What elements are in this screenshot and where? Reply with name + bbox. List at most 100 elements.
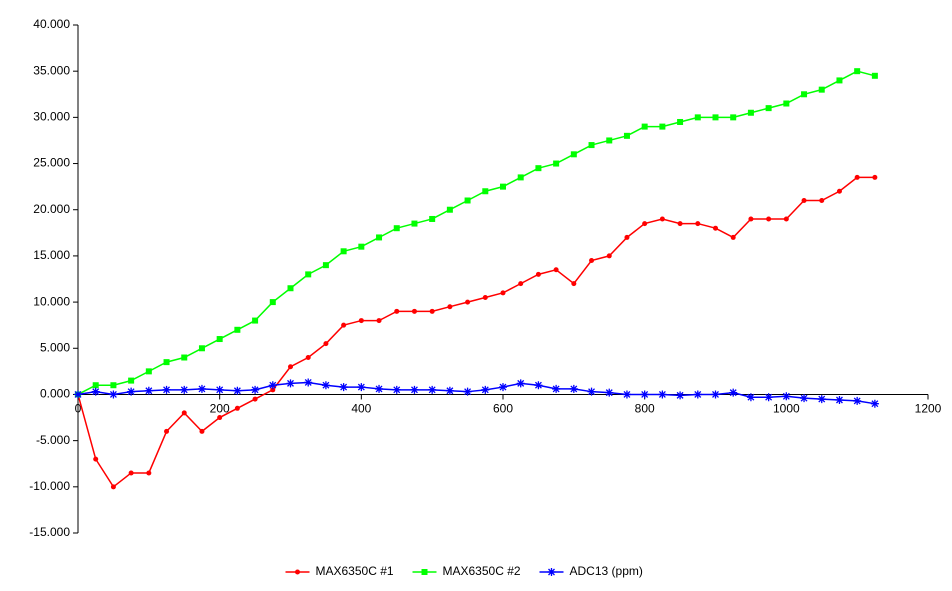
marker	[854, 174, 860, 180]
x-tick-label: 400	[351, 402, 371, 416]
x-tick-label: 0	[75, 402, 82, 416]
marker	[534, 381, 543, 390]
legend-item: ADC13 (ppm)	[539, 564, 643, 578]
marker	[463, 387, 472, 396]
marker	[464, 197, 471, 204]
marker	[394, 308, 400, 314]
marker	[429, 308, 435, 314]
marker	[481, 385, 490, 394]
marker	[712, 114, 719, 121]
marker	[783, 216, 789, 222]
marker	[870, 399, 879, 408]
marker	[836, 188, 842, 194]
marker	[375, 384, 384, 393]
legend-item: MAX6350C #1	[285, 564, 394, 578]
marker	[358, 243, 365, 250]
marker	[623, 132, 630, 139]
marker	[428, 385, 437, 394]
marker	[659, 123, 666, 130]
marker	[553, 267, 559, 273]
marker	[376, 234, 383, 241]
marker	[234, 326, 241, 333]
marker	[429, 215, 436, 222]
legend-item: MAX6350C #2	[412, 564, 521, 578]
marker	[465, 299, 471, 305]
y-tick-label: 0.000	[40, 387, 70, 401]
marker	[711, 390, 720, 399]
marker	[676, 391, 685, 400]
marker	[215, 385, 224, 394]
legend-label: MAX6350C #2	[443, 564, 521, 578]
marker	[764, 393, 773, 402]
y-tick-label: -5.000	[36, 433, 70, 447]
marker	[658, 390, 667, 399]
y-tick-label: 20.000	[33, 202, 70, 216]
marker	[445, 386, 454, 395]
legend-label: MAX6350C #1	[316, 564, 394, 578]
marker	[818, 86, 825, 93]
marker	[305, 271, 312, 278]
marker	[93, 456, 99, 462]
marker	[569, 384, 578, 393]
marker	[570, 151, 577, 158]
y-tick-label: 5.000	[40, 340, 70, 354]
marker	[835, 395, 844, 404]
marker	[783, 100, 790, 107]
y-tick-label: 10.000	[33, 294, 70, 308]
marker	[393, 225, 400, 232]
marker	[234, 405, 240, 411]
marker	[163, 359, 170, 366]
marker	[251, 385, 260, 394]
y-tick-label: 25.000	[33, 156, 70, 170]
marker	[871, 72, 878, 79]
marker	[164, 428, 170, 434]
marker	[482, 188, 489, 195]
marker	[730, 114, 737, 121]
marker	[695, 221, 701, 227]
marker	[323, 341, 329, 347]
marker	[853, 396, 862, 405]
marker	[181, 354, 188, 361]
marker	[872, 174, 878, 180]
marker	[677, 221, 683, 227]
marker	[746, 393, 755, 402]
marker	[357, 383, 366, 392]
marker	[146, 470, 152, 476]
marker	[800, 394, 809, 403]
marker	[641, 123, 648, 130]
marker	[640, 390, 649, 399]
marker	[518, 281, 524, 287]
marker	[535, 271, 541, 277]
marker	[109, 390, 118, 399]
marker	[339, 383, 348, 392]
marker	[270, 387, 276, 393]
series-line	[77, 176, 875, 488]
marker	[729, 388, 738, 397]
series-line	[77, 70, 876, 396]
marker	[252, 317, 259, 324]
marker	[321, 381, 330, 390]
marker	[500, 290, 506, 296]
y-tick-label: 15.000	[33, 248, 70, 262]
marker	[446, 206, 453, 213]
marker	[162, 385, 171, 394]
marker	[128, 470, 134, 476]
marker	[748, 216, 754, 222]
marker	[854, 68, 861, 75]
marker	[376, 318, 382, 324]
marker	[392, 385, 401, 394]
marker	[180, 385, 189, 394]
marker	[624, 234, 630, 240]
marker	[199, 428, 205, 434]
marker	[747, 109, 754, 116]
marker	[411, 220, 418, 227]
marker	[766, 216, 772, 222]
x-tick-label: 800	[635, 402, 655, 416]
marker	[305, 355, 311, 361]
marker	[605, 388, 614, 397]
marker	[216, 336, 223, 343]
marker	[782, 392, 791, 401]
marker	[500, 183, 506, 190]
marker	[447, 304, 453, 310]
